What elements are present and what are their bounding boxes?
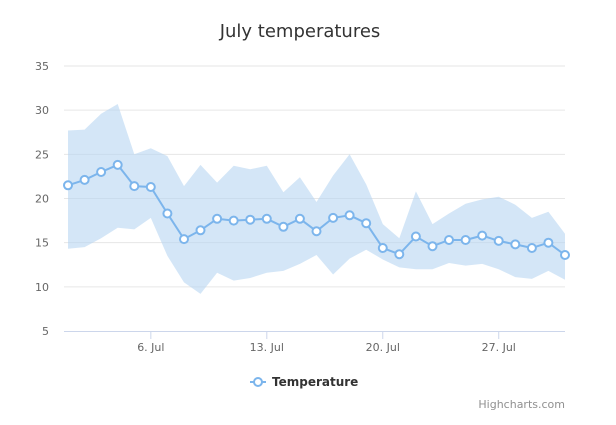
credits-link[interactable]: Highcharts.com	[478, 398, 565, 411]
data-point	[328, 212, 339, 223]
x-tick-label: 27. Jul	[482, 341, 516, 354]
y-tick-label-10: 10	[35, 281, 49, 294]
y-tick-label-30: 30	[35, 104, 49, 117]
data-point	[129, 181, 140, 192]
data-point	[79, 174, 90, 185]
data-point	[344, 210, 355, 221]
data-point	[410, 231, 421, 242]
y-tick-label-5: 5	[42, 325, 49, 338]
data-point	[377, 243, 388, 253]
legend-circle-marker	[253, 377, 263, 387]
x-tick-label: 6. Jul	[137, 341, 164, 354]
legend-item-temperature[interactable]: Temperature	[272, 375, 358, 389]
data-point	[444, 235, 454, 245]
data-point	[195, 225, 206, 236]
data-point	[278, 221, 289, 232]
temperature-line	[63, 159, 570, 260]
data-point	[543, 237, 554, 248]
data-point	[361, 218, 372, 229]
y-tick-label-15: 15	[35, 237, 49, 250]
data-point	[477, 230, 488, 241]
data-point	[261, 213, 272, 224]
data-point	[162, 208, 173, 219]
data-point	[493, 235, 504, 246]
data-point	[179, 234, 189, 245]
data-point	[145, 182, 156, 192]
data-point	[560, 250, 570, 260]
data-point	[427, 241, 438, 252]
data-point	[96, 167, 107, 177]
data-point	[228, 215, 239, 226]
data-point	[112, 159, 123, 170]
range-area	[68, 104, 565, 294]
data-point	[460, 235, 471, 245]
chart-title: July temperatures	[219, 21, 381, 42]
x-tick-label: 13. Jul	[250, 341, 284, 354]
data-point	[510, 239, 521, 250]
temperature-range-area	[68, 104, 565, 294]
data-point	[311, 226, 322, 237]
y-tick-label-20: 20	[35, 193, 49, 206]
y-axis-ticks: 5 10 15 20 25 30 35	[35, 60, 49, 338]
data-point	[526, 243, 537, 253]
y-tick-label-25: 25	[35, 148, 49, 161]
data-point	[212, 213, 223, 224]
y-tick-label-35: 35	[35, 60, 49, 73]
x-tick-label: 20. Jul	[366, 341, 400, 354]
legend[interactable]: Temperature	[250, 375, 358, 389]
data-point	[245, 214, 256, 225]
data-point	[394, 249, 405, 260]
x-axis-ticks: 6. Jul 13. Jul 20. Jul 27. Jul	[137, 331, 516, 354]
data-point	[63, 180, 73, 191]
data-point	[294, 213, 305, 224]
